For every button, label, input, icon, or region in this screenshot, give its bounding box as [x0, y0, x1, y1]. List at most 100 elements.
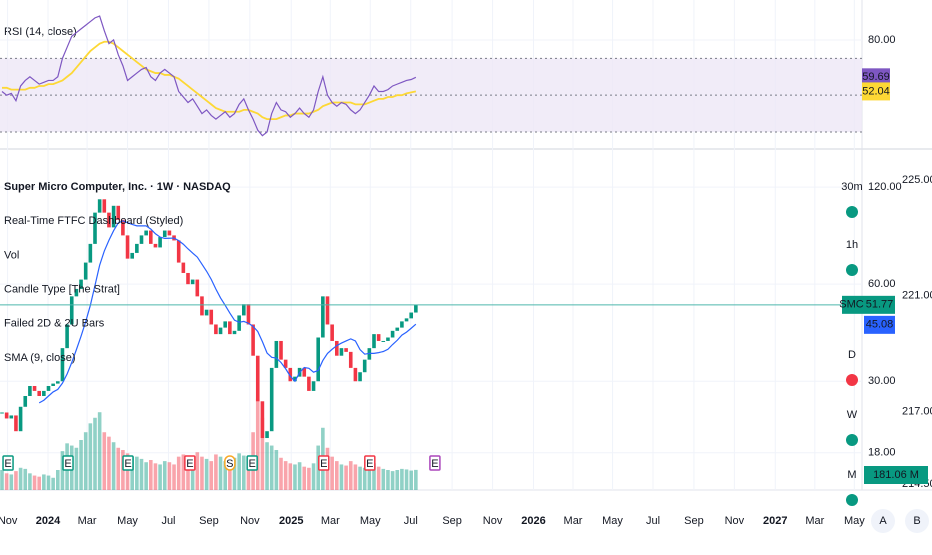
candle [65, 324, 69, 349]
volume-badge-bg [864, 466, 928, 484]
volume-bar [167, 462, 172, 490]
volume-bar [209, 461, 214, 490]
candle [344, 348, 348, 352]
candle [9, 415, 14, 419]
timeframe-dot [846, 206, 858, 218]
timeframe-dot [846, 264, 858, 276]
candle [321, 296, 325, 338]
button-bg[interactable] [871, 509, 895, 533]
candle [414, 304, 418, 313]
volume-bar [376, 466, 381, 490]
candle [153, 243, 158, 248]
timeframe-label: 30m [841, 181, 862, 193]
earnings-badge [364, 455, 376, 471]
button-bg[interactable] [905, 509, 929, 533]
candle [260, 401, 265, 439]
x-tick-label: 2025 [279, 515, 303, 527]
sma-line [38, 220, 417, 404]
x-tick-label: Sep [199, 515, 219, 527]
earnings-label: E [186, 458, 193, 470]
button-label[interactable]: B [913, 515, 920, 527]
candle [88, 243, 93, 263]
legend-item[interactable]: Real-Time FTFC Dashboard (Styled) [4, 215, 183, 227]
earnings-badge [318, 455, 330, 471]
volume-bar [125, 453, 130, 490]
legend-item[interactable]: Candle Type [The Strat] [4, 284, 120, 296]
volume-bar [149, 460, 153, 490]
volume-bar [172, 464, 176, 490]
candle [190, 279, 195, 285]
earnings-label: E [248, 458, 255, 470]
volume-bar [242, 455, 246, 490]
candle [232, 330, 237, 335]
legend-item[interactable]: Super Micro Computer, Inc. · 1W · NASDAQ [4, 181, 231, 193]
candle [293, 376, 297, 382]
candle [316, 337, 320, 382]
x-tick-label: 2026 [521, 515, 545, 527]
candle [181, 262, 186, 273]
x-tick-label: May [602, 515, 623, 527]
candle [97, 199, 102, 213]
candle [255, 355, 260, 402]
earnings-badge [122, 455, 134, 471]
volume-bar [279, 457, 283, 490]
volume-bar [204, 458, 209, 490]
price-badge-bg [864, 295, 895, 314]
legend-item[interactable]: SMA (9, close) [4, 352, 76, 364]
volume-bar [353, 464, 358, 490]
y-tick-label: 18.00 [868, 447, 896, 459]
earnings-badge [184, 455, 196, 471]
button-label[interactable]: A [879, 515, 887, 527]
volume-bar [246, 458, 251, 490]
candle [209, 309, 214, 325]
candle [176, 240, 181, 263]
volume-bar [339, 464, 344, 490]
volume-bar [255, 398, 260, 490]
volume-bar [46, 475, 51, 490]
volume-bar [32, 475, 37, 490]
timeframe-label: W [847, 409, 858, 421]
candle [386, 337, 390, 341]
volume-bar [288, 463, 293, 490]
volume-bar [414, 469, 418, 490]
rsi-ma-badge: 52.04 [862, 85, 890, 97]
x-tick-label: Mar [321, 515, 340, 527]
volume-bar [102, 432, 107, 490]
candle [288, 367, 293, 382]
volume-bar [97, 412, 102, 490]
candle [186, 272, 190, 285]
volume-bar [0, 470, 4, 490]
x-tick-label: Mar [78, 515, 97, 527]
volume-bar [228, 462, 232, 490]
volume-bar [83, 432, 88, 490]
timeframe-dot [846, 494, 858, 506]
volume-bar [181, 454, 186, 490]
price-badge: 51.77 [866, 299, 894, 311]
x-tick-label: May [844, 515, 865, 527]
timeframe-dot [846, 374, 858, 386]
volume-bar [176, 456, 181, 490]
candle [46, 385, 51, 391]
volume-bar [28, 473, 32, 490]
candle [251, 324, 255, 356]
candle [269, 367, 274, 432]
candle [348, 351, 353, 368]
candle [79, 279, 83, 289]
candle [93, 212, 97, 244]
candle [409, 312, 413, 319]
candle [74, 288, 79, 297]
candle [376, 334, 381, 341]
y2-tick-label: 221.00 [902, 290, 932, 302]
volume-bar [367, 465, 372, 490]
volume-bar [93, 417, 97, 490]
legend-item[interactable]: Vol [4, 249, 19, 261]
x-tick-label: Sep [684, 515, 704, 527]
legend-item[interactable]: Failed 2D & 2U Bars [4, 318, 105, 330]
candle [37, 390, 41, 397]
rsi-badge: 59.69 [862, 71, 890, 83]
volume-bar [232, 457, 237, 490]
earnings-badge [246, 455, 258, 471]
rsi-ma-badge-bg [862, 82, 890, 101]
candle [381, 340, 386, 342]
x-tick-label: Jul [646, 515, 660, 527]
